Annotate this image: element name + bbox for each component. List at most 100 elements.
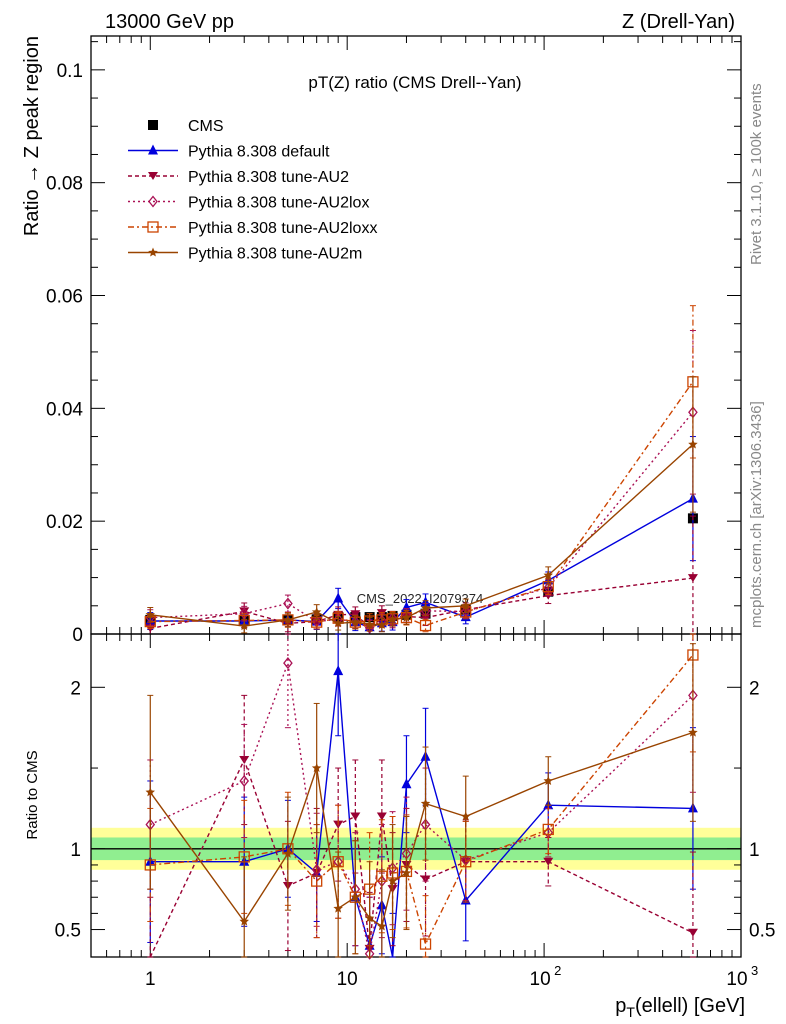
main-y-tick-label: 0.04 — [46, 399, 83, 420]
ratio-frame — [90, 633, 742, 958]
x-tick-exponent: 3 — [751, 963, 758, 978]
legend-label: Pythia 8.308 default — [188, 144, 330, 161]
main-y-tick-label: 0.1 — [57, 61, 83, 82]
ratio-point — [333, 903, 343, 913]
ratio-point — [333, 665, 344, 676]
ratio-point — [364, 913, 375, 923]
ratio-point — [350, 812, 361, 821]
ratio-point — [350, 892, 361, 902]
main-point — [387, 614, 398, 624]
legend-entry-1: Pythia 8.308 default — [128, 144, 330, 161]
y-axis-label-main: Ratio → Z peak region — [21, 36, 43, 236]
watermark: CMS_2022_I2079374 — [357, 591, 484, 606]
ratio-point — [543, 776, 553, 785]
main-point — [350, 610, 361, 619]
main-panel: 0 0.02 0.04 0.06 0.08 0.1 — [46, 35, 742, 646]
main-point — [401, 612, 412, 622]
ratio-series-2 — [145, 633, 698, 960]
main-point — [420, 603, 431, 613]
y-axis-label-ratio: Ratio to CMS — [24, 750, 41, 839]
ratio-y-tick-label: 2 — [70, 678, 81, 699]
ratio-series-4 — [145, 643, 698, 958]
legend-label: Pythia 8.308 tune-AU2 — [188, 169, 349, 186]
main-point — [333, 592, 344, 603]
ratio-point — [543, 857, 554, 866]
main-point — [311, 607, 322, 616]
main-point — [283, 597, 293, 610]
ratio-point — [420, 798, 431, 808]
ratio-series-line — [150, 654, 694, 947]
legend-label: Pythia 8.308 tune-AU2loxx — [188, 220, 377, 237]
main-point — [543, 570, 553, 580]
main-point — [350, 617, 361, 627]
mcplots-label: mcplots.cern.ch [arXiv:1306.3436] — [748, 401, 765, 628]
legend-label: CMS — [188, 118, 224, 135]
main-y-tick-label: 0.08 — [46, 174, 83, 195]
ratio-point — [376, 812, 387, 821]
ratio-y-tick-label-right: 2 — [749, 678, 760, 699]
main-point — [145, 609, 155, 619]
ratio-point — [311, 763, 322, 773]
main-y-tick-label: 0 — [72, 625, 83, 646]
legend-entry-5: Pythia 8.308 tune-AU2m — [128, 246, 362, 263]
main-series-0 — [145, 512, 698, 625]
main-point — [239, 621, 249, 631]
ratio-series-line — [150, 671, 693, 958]
ratio-point — [239, 774, 250, 788]
legend-marker — [148, 195, 158, 208]
main-point — [461, 600, 471, 610]
ratio-series-line — [149, 731, 694, 928]
ratio-point — [283, 848, 293, 858]
rivet-label: Rivet 3.1.10, ≥ 100k events — [748, 83, 765, 265]
ratio-y-tick-label-right: 0.5 — [749, 921, 775, 942]
x-axis-label: pT(ellell) [GeV] — [615, 995, 745, 1020]
main-point — [364, 619, 375, 629]
ratio-point — [145, 787, 155, 797]
ratio-point — [283, 657, 293, 670]
header-right: Z (Drell-Yan) — [622, 11, 735, 33]
legend: CMS Pythia 8.308 default Pythia 8.308 tune… — [128, 118, 377, 263]
header-left: 13000 GeV pp — [105, 11, 234, 33]
ratio-series-3 — [144, 633, 699, 958]
main-series-5 — [145, 376, 698, 634]
main-point — [333, 618, 343, 628]
legend-marker — [148, 172, 158, 180]
main-y-tick-label: 0.02 — [46, 512, 83, 533]
x-tick-label: 10 — [726, 969, 747, 990]
ratio-point — [688, 727, 698, 737]
legend-marker — [148, 247, 158, 257]
ratio-point — [542, 823, 554, 836]
ratio-y-tick-label-right: 1 — [749, 840, 760, 861]
ratio-point — [311, 875, 323, 887]
legend-label: Pythia 8.308 tune-AU2lox — [188, 195, 369, 212]
ratio-y-tick-label: 1 — [70, 840, 81, 861]
ratio-point — [311, 863, 322, 876]
ratio-point — [401, 778, 412, 789]
ratio-series-0 — [145, 633, 698, 958]
ratio-point — [377, 921, 387, 931]
main-series-line — [150, 381, 694, 627]
x-tick-labels: 1 10 10 2 10 3 — [145, 963, 758, 990]
main-series-3 — [145, 329, 698, 635]
x-tick-label: 1 — [145, 969, 156, 990]
main-point — [688, 439, 698, 449]
ratio-point — [419, 938, 432, 950]
legend-marker — [148, 144, 158, 155]
ratio-point — [364, 947, 375, 960]
ratio-point — [401, 868, 412, 878]
ratio-y-tick-label: 0.5 — [55, 921, 81, 942]
legend-marker — [147, 221, 159, 233]
ratio-point — [387, 876, 398, 886]
ratio-series-line — [150, 662, 694, 954]
chart-title: pT(Z) ratio (CMS Drell--Yan) — [308, 73, 521, 92]
ratio-panel: 0.5 0.51 12 21 10 10 2 10 3 — [55, 633, 775, 990]
main-point — [283, 614, 293, 624]
legend-marker — [148, 120, 158, 130]
main-series-4 — [144, 305, 699, 633]
main-series-1 — [145, 436, 698, 635]
legend-label: Pythia 8.308 tune-AU2m — [188, 246, 362, 263]
main-y-tick-label: 0.06 — [46, 287, 83, 308]
legend-entry-4: Pythia 8.308 tune-AU2loxx — [128, 220, 377, 237]
legend-entry-2: Pythia 8.308 tune-AU2 — [128, 169, 349, 186]
